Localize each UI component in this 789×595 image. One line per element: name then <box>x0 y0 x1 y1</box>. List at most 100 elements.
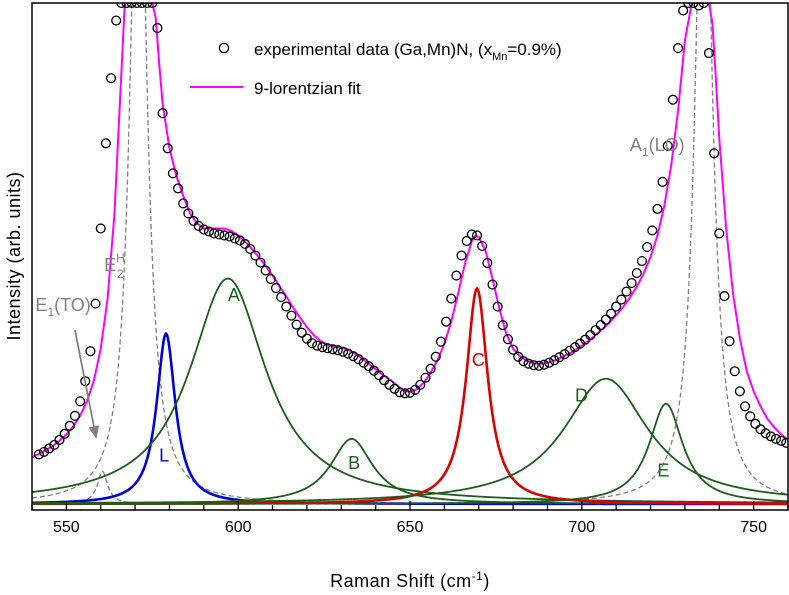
data-point <box>477 240 488 252</box>
data-point <box>219 230 230 241</box>
data-point <box>600 314 611 325</box>
data-point <box>703 48 715 59</box>
data-point <box>198 224 209 235</box>
data-point <box>528 360 539 371</box>
data-point <box>147 3 158 9</box>
data-point <box>296 327 307 338</box>
data-point <box>569 342 580 353</box>
data-point <box>240 238 251 250</box>
data-point <box>276 292 287 303</box>
data-point <box>348 351 359 362</box>
data-point <box>564 345 575 356</box>
data-point <box>688 3 699 9</box>
data-point <box>173 183 184 194</box>
component-d <box>32 377 788 504</box>
data-point <box>523 358 534 369</box>
data-point <box>142 3 153 9</box>
component-e <box>32 402 788 505</box>
x-tick-label: 600 <box>225 519 252 536</box>
data-point <box>435 336 446 347</box>
data-point <box>502 334 513 345</box>
data-point <box>203 226 215 237</box>
data-point <box>358 357 369 368</box>
data-point <box>49 439 60 450</box>
data-point <box>605 308 617 319</box>
data-point <box>327 344 338 355</box>
data-point <box>667 94 678 105</box>
annotation-b: B <box>348 453 360 473</box>
data-point <box>90 298 101 309</box>
data-point <box>415 379 426 390</box>
data-point <box>508 344 519 355</box>
component-a1-lo- <box>32 3 788 505</box>
data-point <box>497 320 508 331</box>
data-point <box>724 336 735 347</box>
data-point <box>307 338 318 349</box>
data-point <box>322 343 333 354</box>
data-point <box>631 267 642 279</box>
component-e1-to- <box>32 470 788 505</box>
data-point <box>533 360 544 371</box>
data-point <box>420 372 431 383</box>
data-point <box>54 434 65 445</box>
data-point <box>152 22 163 34</box>
data-point <box>281 301 292 312</box>
data-point <box>585 330 596 341</box>
legend-label-experimental: experimental data (Ga,Mn)N, (xMn=0.9%) <box>254 40 562 63</box>
peak-annotations: E1(TO) EH 2 A1(LO) A L B C D E <box>35 135 684 481</box>
data-point <box>343 348 354 359</box>
data-point <box>559 349 570 360</box>
data-point <box>760 428 771 439</box>
data-point <box>441 316 452 327</box>
data-point <box>353 354 364 365</box>
legend-label-fit: 9-lorentzian fit <box>254 79 361 98</box>
annotation-a1-lo-: A1(LO) <box>630 135 685 159</box>
data-point <box>255 257 266 268</box>
data-point <box>44 443 55 454</box>
data-point <box>693 3 704 11</box>
component-a <box>32 277 788 504</box>
data-point <box>611 301 622 312</box>
data-point <box>245 243 256 255</box>
data-point <box>193 220 204 231</box>
annotation-l: L <box>159 445 169 465</box>
data-point <box>178 198 189 209</box>
data-point <box>709 148 720 159</box>
data-point <box>739 401 751 412</box>
data-point <box>714 228 725 239</box>
data-point <box>734 386 745 397</box>
data-point <box>38 446 50 457</box>
data-point <box>549 355 560 366</box>
data-point <box>466 229 477 240</box>
annotation-c: C <box>472 350 485 370</box>
data-point <box>626 278 637 289</box>
annotation-e1-to-: E1(TO) <box>35 295 90 319</box>
data-point <box>59 428 70 439</box>
data-point <box>162 143 173 154</box>
data-point <box>234 235 245 246</box>
data-point <box>590 325 601 336</box>
data-point <box>544 357 555 368</box>
data-point <box>131 3 142 9</box>
data-point <box>538 359 550 370</box>
data-point <box>698 3 709 9</box>
data-point <box>451 270 462 281</box>
data-point <box>64 420 75 431</box>
x-tick-label: 550 <box>53 519 80 536</box>
data-point <box>105 73 117 84</box>
component-c <box>32 286 788 506</box>
plot-area <box>32 3 788 506</box>
data-point <box>616 294 627 305</box>
data-point <box>399 388 410 399</box>
annotation-e: E <box>657 460 669 480</box>
data-point <box>410 384 421 395</box>
data-point <box>446 293 457 304</box>
data-point <box>100 138 111 149</box>
x-axis-title: Raman Shift (cm-1) <box>330 569 490 591</box>
data-point <box>770 433 782 444</box>
data-point <box>126 3 137 9</box>
data-point <box>595 320 606 331</box>
data-point <box>317 342 328 353</box>
data-point <box>683 3 694 9</box>
